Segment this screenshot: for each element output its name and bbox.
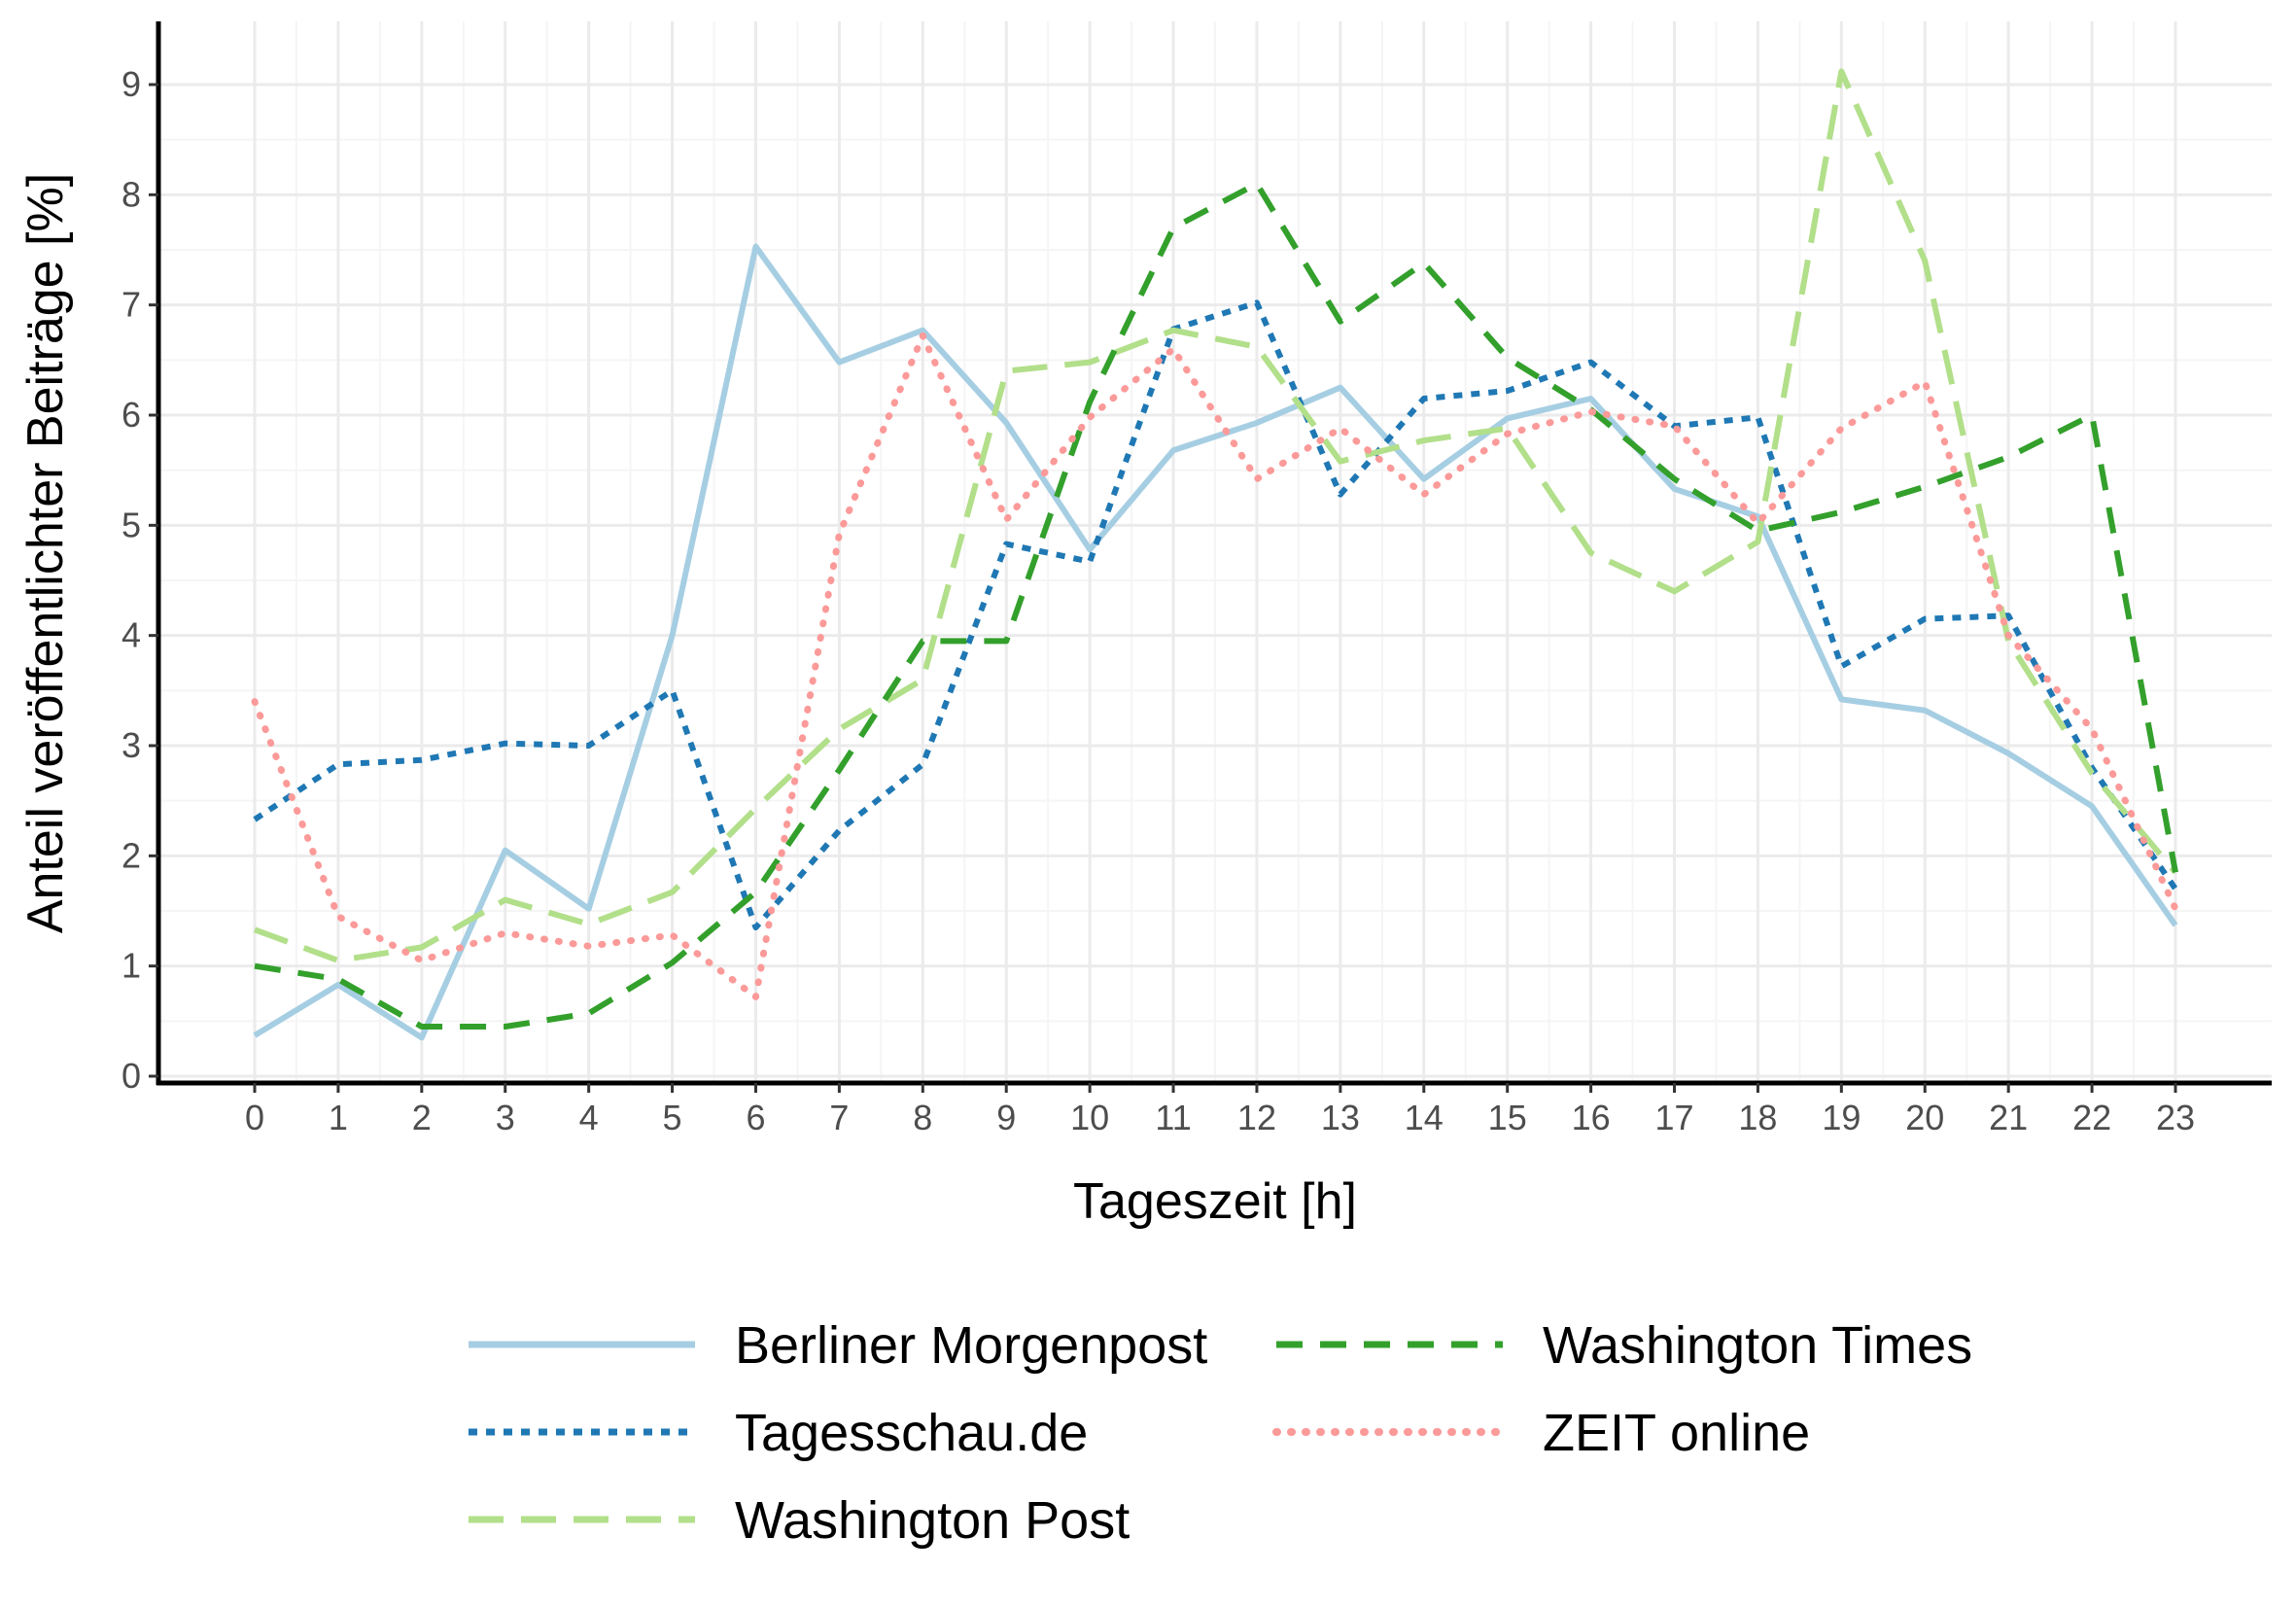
x-tick-label: 16 (1572, 1098, 1611, 1137)
y-tick-label: 3 (122, 725, 141, 765)
x-tick-label: 13 (1321, 1098, 1360, 1137)
x-tick-label: 7 (829, 1098, 849, 1137)
legend-label: Washington Post (735, 1491, 1130, 1550)
x-tick-label: 18 (1738, 1098, 1777, 1137)
x-tick-label: 12 (1237, 1098, 1276, 1137)
x-tick-label: 8 (913, 1098, 932, 1137)
legend-label: Berliner Morgenpost (735, 1316, 1207, 1375)
series-line-washington-times (254, 181, 2178, 1030)
y-tick-label: 1 (122, 946, 141, 986)
x-tick-label: 2 (412, 1098, 432, 1137)
x-tick-label: 9 (996, 1098, 1016, 1137)
y-tick-label: 0 (122, 1056, 141, 1096)
series-lines (251, 68, 2179, 1041)
y-tick-label: 6 (122, 395, 141, 435)
grid (158, 21, 2272, 1083)
axes (149, 21, 2272, 1093)
x-tick-label: 19 (1822, 1098, 1861, 1137)
x-tick-label: 22 (2072, 1098, 2111, 1137)
x-tick-label: 4 (579, 1098, 599, 1137)
legend-label: Tagesschau.de (735, 1404, 1088, 1462)
x-tick-label: 10 (1070, 1098, 1109, 1137)
x-tick-label: 6 (746, 1098, 765, 1137)
y-tick-label: 4 (122, 615, 141, 655)
series-line-washington-post (253, 68, 2178, 963)
y-tick-label: 8 (122, 174, 141, 214)
series-line-tagesschau-de (253, 299, 2178, 930)
legend-label: ZEIT online (1543, 1404, 1810, 1462)
x-tick-label: 21 (1989, 1098, 2028, 1137)
series-line-zeit-online (251, 332, 2179, 1000)
legend-label: Washington Times (1543, 1316, 1972, 1375)
y-tick-label: 2 (122, 835, 141, 875)
x-tick-label: 0 (245, 1098, 264, 1137)
x-tick-label: 15 (1488, 1098, 1527, 1137)
x-tick-label: 5 (663, 1098, 682, 1137)
x-tick-label: 20 (1905, 1098, 1944, 1137)
series-line-berliner-morgenpost (253, 243, 2178, 1041)
x-axis-title: Tageszeit [h] (1073, 1173, 1357, 1230)
y-tick-label: 9 (122, 64, 141, 104)
legend: Berliner Morgenpost Tagesschau.de Washingt… (469, 1316, 1972, 1550)
x-tick-label: 17 (1654, 1098, 1693, 1137)
x-tick-label: 23 (2156, 1098, 2195, 1137)
y-tick-label: 5 (122, 505, 141, 544)
x-tick-label: 14 (1405, 1098, 1444, 1137)
x-tick-label: 1 (329, 1098, 348, 1137)
x-tick-label: 3 (496, 1098, 515, 1137)
x-tick-label: 11 (1155, 1098, 1191, 1137)
y-axis-title: Anteil veröffentlichter Beiträge [%] (17, 173, 74, 933)
y-tick-label: 7 (122, 285, 141, 325)
